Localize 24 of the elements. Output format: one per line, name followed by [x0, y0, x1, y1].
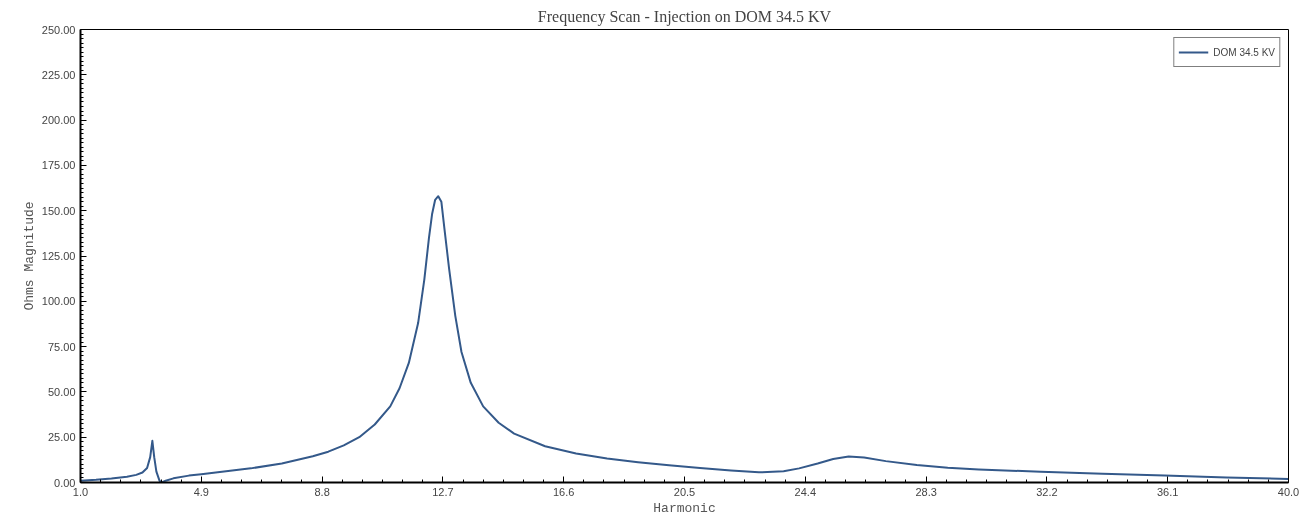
- y-tick-label: 100.00: [41, 295, 76, 308]
- legend-label: DOM 34.5 KV: [1213, 46, 1275, 58]
- y-axis-title: Ohms Magnitude: [21, 201, 37, 311]
- y-tick-label: 50.00: [47, 385, 76, 398]
- y-tick-label: 200.00: [41, 114, 76, 127]
- y-tick-label: 125.00: [41, 250, 76, 262]
- x-tick-label: 20.5: [673, 485, 696, 498]
- x-tick-label: 36.1: [1157, 485, 1179, 498]
- y-tick-label: 250.00: [41, 23, 76, 36]
- x-tick-label: 16.6: [553, 485, 575, 498]
- x-tick-label: 28.3: [915, 485, 937, 498]
- y-tick-label: 150.00: [41, 204, 76, 217]
- y-tick-label: 75.00: [47, 340, 76, 353]
- y-tick-label: 175.00: [41, 159, 76, 172]
- chart-title: Frequency Scan - Injection on DOM 34.5 KV: [537, 7, 832, 26]
- x-tick-label: 32.2: [1036, 485, 1058, 498]
- x-tick-label: 40.0: [1277, 485, 1300, 498]
- y-tick-label: 225.00: [41, 68, 76, 81]
- x-tick-label: 4.9: [193, 485, 209, 498]
- x-tick-label: 24.4: [794, 485, 817, 498]
- x-axis-title: Harmonic: [653, 500, 716, 516]
- y-tick-label: 25.00: [47, 431, 76, 444]
- x-tick-label: 8.8: [314, 485, 330, 498]
- x-tick-label: 12.7: [432, 485, 454, 498]
